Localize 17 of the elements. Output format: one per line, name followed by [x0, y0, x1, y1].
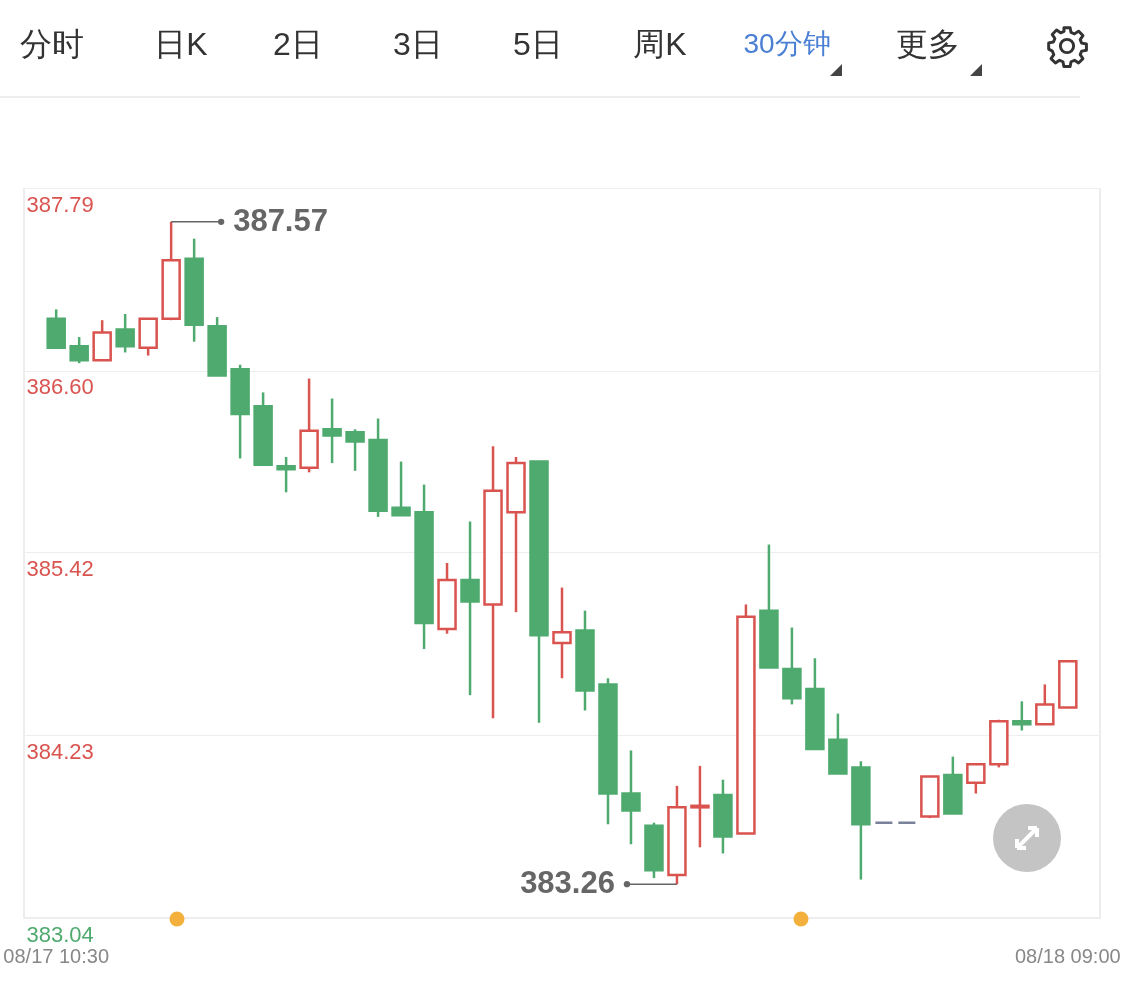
- text: 2日: [273, 25, 323, 64]
- text: 5日: [513, 25, 563, 64]
- text: 30分钟: [743, 27, 831, 61]
- x-tick-label: 08/18 09:00: [1014, 944, 1121, 967]
- text: 3日: [393, 25, 443, 64]
- y-tick-label: 385.42: [26, 555, 94, 581]
- y-tick-label: 383.04: [26, 921, 94, 947]
- y-tick-label: 386.60: [26, 374, 94, 400]
- y-tick-label: 384.23: [26, 738, 94, 764]
- text: 周K: [633, 25, 687, 64]
- annotation: 387.57: [233, 202, 328, 238]
- text: 日K: [154, 25, 208, 64]
- text: 分时: [20, 25, 84, 64]
- text: 更多: [896, 25, 960, 64]
- y-tick-label: 387.79: [26, 191, 94, 217]
- x-tick-label: 08/17 10:30: [3, 944, 110, 967]
- annotation: 383.26: [520, 865, 615, 901]
